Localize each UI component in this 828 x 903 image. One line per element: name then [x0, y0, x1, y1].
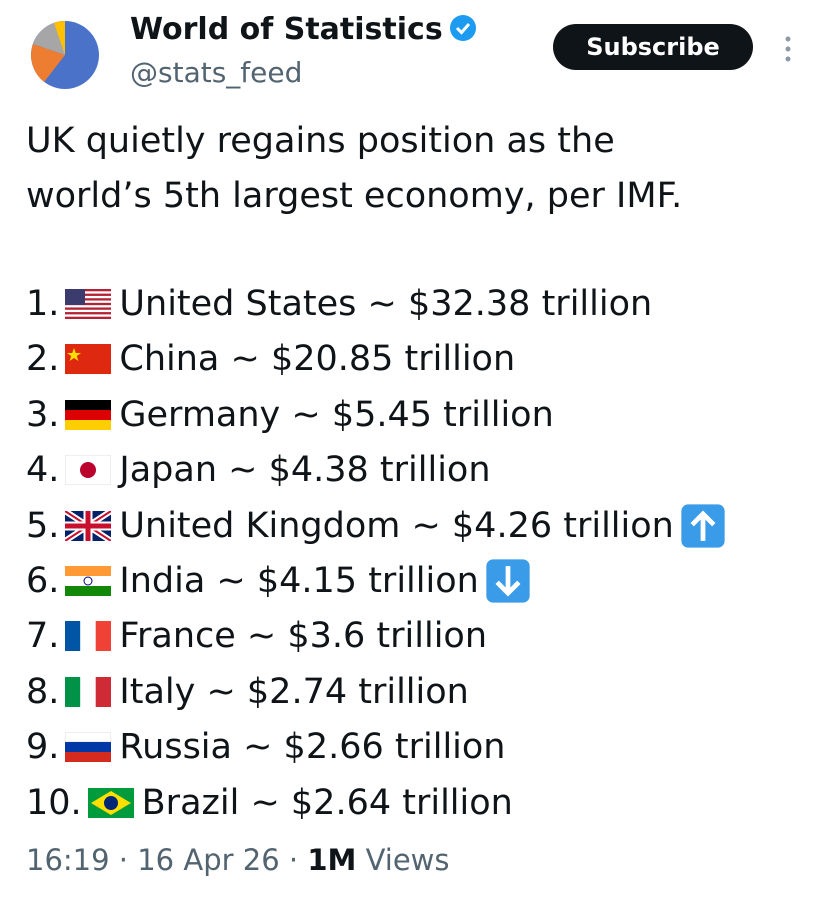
rank: 1. — [26, 284, 60, 324]
rank: 3. — [26, 394, 60, 435]
post-date[interactable]: 16 Apr 26 — [137, 843, 280, 877]
entry-text: Russia ~ $2.66 trillion — [119, 727, 506, 768]
more-menu[interactable] — [780, 34, 796, 64]
flag — [65, 344, 112, 375]
list-item: 4. Japan ~ $4.38 trillion — [26, 444, 491, 496]
list-item: 5. United Kingdom ~ $4.26 trillion — [26, 500, 734, 552]
list-item: 1. United States ~ $32.38 trillion — [26, 278, 652, 330]
entry-text: Germany ~ $5.45 trillion — [119, 394, 554, 435]
post-headline: UK quietly regains position as the world… — [26, 121, 683, 216]
flag — [65, 289, 112, 319]
rank: 7. — [26, 616, 60, 657]
rank: 2. — [26, 339, 60, 380]
flag — [65, 621, 112, 652]
entry-text: United Kingdom ~ $4.26 trillion — [119, 505, 674, 546]
entry-text: Japan ~ $4.38 trillion — [119, 450, 491, 491]
flag — [65, 510, 112, 541]
entry-text: China ~ $20.85 trillion — [119, 339, 516, 380]
author-name[interactable]: World of Statistics — [130, 12, 477, 47]
trend-arrow — [681, 503, 725, 548]
rank: 9. — [26, 727, 60, 768]
rank: 6. — [26, 561, 60, 601]
entry-text: India ~ $4.15 trillion — [119, 561, 479, 601]
subscribe-button[interactable]: Subscribe — [553, 24, 753, 70]
list-item: 8. Italy ~ $2.74 trillion — [26, 666, 469, 718]
list-item: 6. India ~ $4.15 trillion — [26, 555, 539, 607]
rank: 5. — [26, 505, 60, 546]
views-count: 1M — [307, 843, 357, 877]
flag — [65, 455, 112, 486]
entry-text: United States ~ $32.38 trillion — [119, 284, 653, 324]
separator: · — [288, 843, 299, 877]
rank: 8. — [26, 671, 60, 712]
list-item: 3. Germany ~ $5.45 trillion — [26, 389, 554, 441]
list-item: 2. China ~ $20.85 trillion — [26, 333, 515, 385]
flag — [65, 732, 112, 763]
list-item: 10. Brazil ~ $2.64 trillion — [26, 777, 513, 829]
rank: 4. — [26, 450, 60, 491]
flag — [65, 566, 112, 596]
flag — [65, 676, 112, 707]
list-item: 7. France ~ $3.6 trillion — [26, 610, 487, 662]
verified-badge — [449, 15, 476, 41]
post-meta: 16:19 · 16 Apr 26 · 1M Views — [26, 843, 450, 877]
separator: · — [118, 843, 129, 877]
flag — [87, 787, 134, 818]
list-item: 9. Russia ~ $2.66 trillion — [26, 721, 505, 773]
trend-arrow — [486, 559, 530, 603]
avatar[interactable] — [30, 20, 100, 90]
entry-text: Italy ~ $2.74 trillion — [119, 671, 469, 712]
rank: 10. — [26, 782, 82, 823]
entry-text: Brazil ~ $2.64 trillion — [141, 782, 513, 823]
views-label: Views — [365, 843, 450, 877]
post-time[interactable]: 16:19 — [26, 843, 110, 877]
flag — [65, 399, 112, 430]
entry-text: France ~ $3.6 trillion — [119, 616, 488, 657]
author-handle[interactable]: @stats_feed — [130, 56, 303, 89]
author-name-text[interactable]: World of Statistics — [130, 12, 443, 47]
